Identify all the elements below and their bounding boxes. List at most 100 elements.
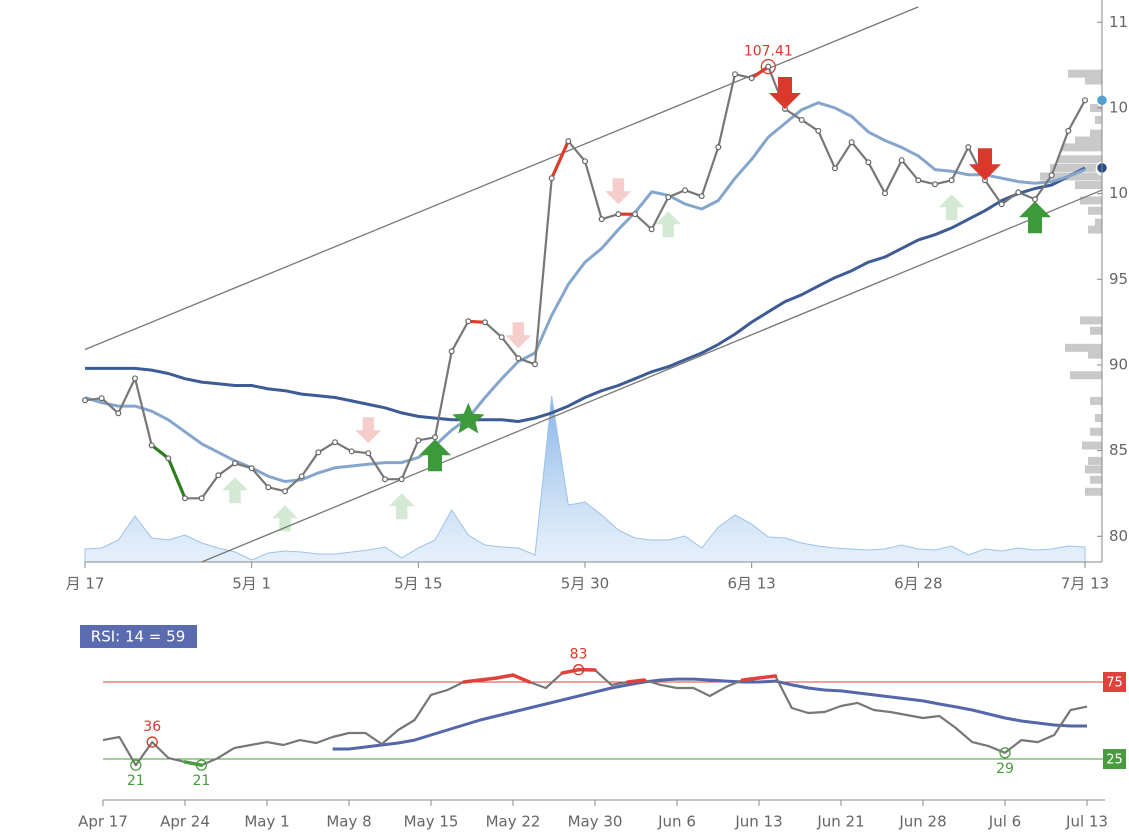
price-point bbox=[998, 201, 1005, 208]
threshold-label: 25 bbox=[1106, 753, 1123, 768]
rsi-title: RSI: 14 = 59 bbox=[91, 628, 185, 646]
price-point bbox=[432, 434, 439, 441]
extreme-marker bbox=[572, 664, 585, 676]
extreme-marker bbox=[130, 759, 142, 771]
extreme-label: 83 bbox=[570, 647, 588, 663]
volume-profile-bar bbox=[1050, 163, 1102, 172]
weak-sell-arrow bbox=[355, 417, 382, 444]
price-point bbox=[898, 157, 905, 164]
x-tick-label: Apr 17 bbox=[78, 813, 128, 831]
price-point bbox=[248, 465, 255, 472]
price-point bbox=[132, 375, 139, 382]
extreme-label: 107.41 bbox=[744, 44, 793, 60]
y-tick-label: 90 bbox=[1109, 355, 1128, 373]
trend-line bbox=[201, 189, 1102, 563]
x-tick-label: Jun 21 bbox=[816, 813, 864, 831]
price-point bbox=[1031, 196, 1038, 203]
volume-profile-bar bbox=[1088, 456, 1102, 465]
price-point bbox=[498, 334, 505, 341]
x-tick-label: Jul 13 bbox=[1065, 813, 1108, 831]
weak-sell-arrow bbox=[605, 178, 632, 205]
price-point bbox=[1065, 127, 1072, 134]
price-point bbox=[931, 181, 938, 188]
price-point bbox=[548, 175, 555, 182]
x-tick-label: Jun 6 bbox=[657, 813, 696, 831]
x-tick-label: May 30 bbox=[568, 813, 623, 831]
volume-profile-bar bbox=[1062, 143, 1102, 152]
weak-buy-arrow bbox=[272, 505, 298, 532]
threshold-segment bbox=[478, 676, 499, 682]
threshold-segment bbox=[757, 674, 778, 680]
x-tick-label: 5月 15 bbox=[394, 575, 442, 593]
series-line bbox=[84, 65, 1086, 500]
volume-profile-bar bbox=[1095, 218, 1102, 227]
price-point bbox=[515, 355, 522, 362]
threshold-segment bbox=[560, 667, 581, 675]
price-point bbox=[1081, 97, 1088, 104]
price-point bbox=[81, 397, 88, 404]
price-point bbox=[748, 75, 755, 82]
price-point bbox=[731, 71, 738, 78]
price-point bbox=[798, 116, 805, 123]
price-point bbox=[681, 187, 688, 194]
x-tick-label: 5月 1 bbox=[232, 575, 271, 593]
x-tick-label: May 8 bbox=[326, 813, 371, 831]
volume-profile-bar bbox=[1058, 155, 1102, 164]
price-point bbox=[1048, 172, 1055, 179]
price-point bbox=[565, 138, 572, 145]
volume-profile-bar bbox=[1065, 343, 1102, 352]
price-point bbox=[648, 226, 655, 233]
volume-profile-bar bbox=[1090, 129, 1102, 138]
price-point bbox=[881, 190, 888, 197]
price-point bbox=[448, 348, 455, 355]
x-tick-label: 6月 13 bbox=[727, 575, 775, 593]
volume-profile-bar bbox=[1085, 487, 1102, 496]
price-point bbox=[148, 442, 155, 449]
price-point bbox=[265, 484, 272, 491]
price-point bbox=[848, 139, 855, 146]
x-tick-label: May 1 bbox=[244, 813, 289, 831]
threshold-segment bbox=[740, 676, 761, 682]
volume-profile-bar bbox=[1095, 414, 1102, 423]
extreme-label: 21 bbox=[127, 773, 145, 789]
highlight-segment bbox=[150, 444, 187, 499]
volume-profile-bar bbox=[1088, 225, 1102, 234]
price-point bbox=[382, 476, 389, 483]
series-line bbox=[85, 166, 1086, 423]
y-tick-label: 85 bbox=[1109, 441, 1128, 459]
price-point bbox=[165, 455, 172, 462]
x-tick-label: 5月 30 bbox=[561, 575, 609, 593]
price-point bbox=[581, 158, 588, 165]
volume-profile-bar bbox=[1080, 316, 1102, 325]
extreme-label: 21 bbox=[192, 773, 210, 789]
volume-profile-bar bbox=[1068, 69, 1102, 78]
series-line bbox=[102, 668, 1088, 767]
price-point bbox=[348, 448, 355, 455]
price-point bbox=[98, 395, 105, 402]
volume-profile-bar bbox=[1080, 196, 1102, 205]
threshold-segment bbox=[183, 760, 204, 767]
y-tick-label: 95 bbox=[1109, 270, 1128, 288]
weak-buy-arrow bbox=[938, 194, 965, 221]
sell-arrow bbox=[969, 148, 1001, 181]
price-point bbox=[465, 318, 472, 325]
price-point bbox=[232, 460, 239, 467]
volume-profile-bar bbox=[1088, 206, 1102, 215]
price-point bbox=[482, 319, 489, 326]
price-point bbox=[332, 439, 339, 446]
volume-profile-bar bbox=[1085, 465, 1102, 474]
threshold-badge bbox=[1103, 749, 1126, 769]
volume-profile-bar bbox=[1090, 326, 1102, 335]
x-tick-label: Jun 13 bbox=[734, 813, 782, 831]
volume-profile-bar bbox=[1090, 103, 1102, 112]
volume-profile-bar bbox=[1082, 441, 1102, 450]
price-point bbox=[715, 144, 722, 151]
cross-star bbox=[452, 402, 485, 434]
threshold-segment bbox=[494, 673, 515, 680]
price-point bbox=[615, 211, 622, 218]
price-point bbox=[398, 476, 405, 483]
price-point bbox=[815, 127, 822, 134]
y-tick-label: 10 bbox=[1109, 184, 1128, 202]
volume-profile-bar bbox=[1070, 371, 1102, 380]
